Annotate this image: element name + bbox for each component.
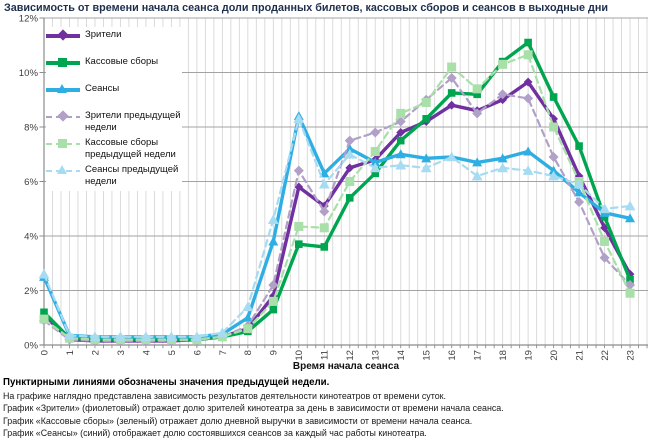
- svg-text:23: 23: [625, 350, 636, 361]
- svg-text:21: 21: [574, 350, 585, 361]
- diamond-marker-icon: [57, 110, 69, 122]
- svg-text:8: 8: [243, 350, 254, 355]
- footer-line: На графике наглядно представлена зависим…: [3, 391, 446, 401]
- svg-text:9: 9: [269, 350, 280, 355]
- legend-line-sample-box-office: [46, 56, 80, 68]
- legend-label: Зрители предыдущей недели: [85, 110, 181, 133]
- legend-line-sample-viewers: [46, 29, 80, 41]
- svg-text:10%: 10%: [19, 68, 39, 79]
- svg-text:11: 11: [320, 350, 331, 360]
- footer-line: График «Кассовые сборы» (зеленый) отража…: [3, 415, 473, 426]
- svg-text:6: 6: [192, 350, 203, 355]
- svg-text:4: 4: [141, 349, 152, 355]
- svg-text:12%: 12%: [19, 13, 39, 24]
- legend-label: Кассовые сборы предыдущей недели: [85, 137, 176, 160]
- footer-line: График «Зрители» (фиолетовый) отражает д…: [3, 403, 504, 414]
- legend-line-sample-sessions: [46, 83, 80, 95]
- svg-text:17: 17: [473, 350, 484, 361]
- footer-note-bold: Пунктирными линиями обозначены значения …: [3, 377, 330, 388]
- legend-label: Зрители: [85, 29, 122, 40]
- footer-notes: Пунктирными линиями обозначены значения …: [3, 377, 648, 440]
- triangle-marker-icon: [57, 84, 67, 93]
- svg-text:7: 7: [218, 350, 229, 355]
- legend-line-sample-viewers-prev-week: [46, 110, 80, 122]
- svg-text:8%: 8%: [24, 122, 38, 133]
- svg-text:1: 1: [65, 350, 76, 355]
- svg-text:4%: 4%: [24, 231, 38, 242]
- svg-text:2: 2: [90, 350, 101, 355]
- svg-text:6%: 6%: [24, 177, 38, 188]
- svg-text:0: 0: [39, 350, 50, 355]
- chart-title: Зависимость от времени начала сеанса дол…: [4, 2, 609, 14]
- legend-line-sample-box-office-prev-week: [46, 137, 80, 149]
- legend-label: Кассовые сборы: [85, 56, 159, 67]
- svg-text:18: 18: [498, 350, 509, 361]
- legend-item-sessions-prev-week: Сеансы предыдущей недели: [46, 164, 182, 187]
- svg-text:19: 19: [524, 350, 535, 361]
- svg-text:12: 12: [345, 350, 356, 361]
- svg-text:5: 5: [167, 350, 178, 355]
- legend-item-sessions: Сеансы: [46, 83, 182, 95]
- legend-line-sample-sessions-prev-week: [46, 164, 80, 176]
- square-marker-icon: [58, 57, 67, 67]
- svg-text:15: 15: [422, 350, 433, 361]
- svg-text:3: 3: [116, 350, 127, 355]
- svg-text:10: 10: [294, 350, 305, 361]
- svg-text:13: 13: [371, 350, 382, 361]
- legend-label: Сеансы предыдущей недели: [85, 164, 179, 187]
- footer-line: График «Сеансы» (синий) отображает долю …: [3, 428, 427, 439]
- svg-text:14: 14: [396, 349, 407, 360]
- legend-label: Сеансы: [85, 83, 120, 94]
- legend-item-box-office: Кассовые сборы: [46, 56, 182, 68]
- legend-item-box-office-prev-week: Кассовые сборы предыдущей недели: [46, 137, 182, 160]
- svg-text:2%: 2%: [24, 286, 38, 297]
- triangle-marker-icon: [57, 165, 67, 174]
- svg-text:0%: 0%: [24, 340, 38, 351]
- x-axis-title: Время начала сеанса: [292, 361, 400, 372]
- legend-item-viewers-prev-week: Зрители предыдущей недели: [46, 110, 182, 133]
- chart-legend: Зрители Кассовые сборы Сеансы Зрители пр…: [46, 27, 182, 191]
- legend-item-viewers: Зрители: [46, 29, 182, 41]
- svg-text:22: 22: [600, 350, 611, 361]
- svg-text:20: 20: [549, 350, 560, 361]
- diamond-marker-icon: [57, 29, 69, 41]
- svg-text:16: 16: [447, 350, 458, 361]
- square-marker-icon: [58, 138, 67, 148]
